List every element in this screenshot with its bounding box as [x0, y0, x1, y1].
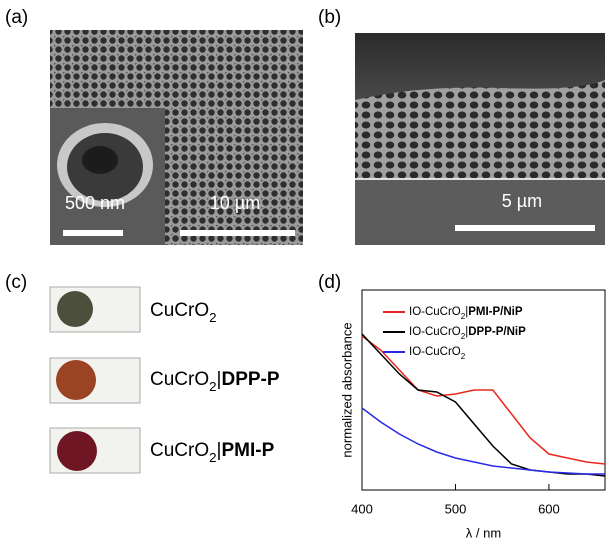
figure: (a) (b) (c) (d) 500 nm 10 µm 5 µm CuCrO2… [0, 0, 606, 547]
y-axis-label: normalized absorbance [339, 322, 354, 457]
sample-label: CuCrO2|DPP-P [150, 369, 280, 394]
legend-label: IO-CuCrO2|PMI-P/NiP [409, 306, 523, 321]
x-tick-label: 400 [351, 501, 373, 516]
sem-image-a: 500 nm 10 µm [50, 30, 303, 245]
series-line [362, 334, 605, 476]
scale-label: 500 nm [65, 193, 125, 213]
x-tick-label: 500 [445, 501, 467, 516]
panel-label: (a) [5, 7, 28, 28]
scale-label: 10 µm [210, 193, 260, 213]
series-line [362, 336, 605, 464]
legend-label: IO-CuCrO2|DPP-P/NiP [409, 326, 526, 341]
sample-photos: CuCrO2 CuCrO2|DPP-P CuCrO2|PMI-P [50, 287, 280, 473]
sample-label: CuCrO2 [150, 300, 217, 325]
x-axis-label: λ / nm [466, 525, 501, 540]
x-tick-label: 600 [538, 501, 560, 516]
sem-image-b: 5 µm [355, 33, 605, 245]
series-line [362, 408, 605, 474]
scale-label: 5 µm [502, 191, 542, 211]
chart: 400 500 600 λ / nm normalized absorbance IO-C… [339, 290, 605, 540]
panel-label: (c) [5, 272, 27, 293]
sample-label: CuCrO2|PMI-P [150, 440, 275, 465]
panel-label: (b) [318, 7, 341, 28]
panel-label: (d) [318, 272, 341, 293]
legend-label: IO-CuCrO2 [409, 346, 466, 361]
